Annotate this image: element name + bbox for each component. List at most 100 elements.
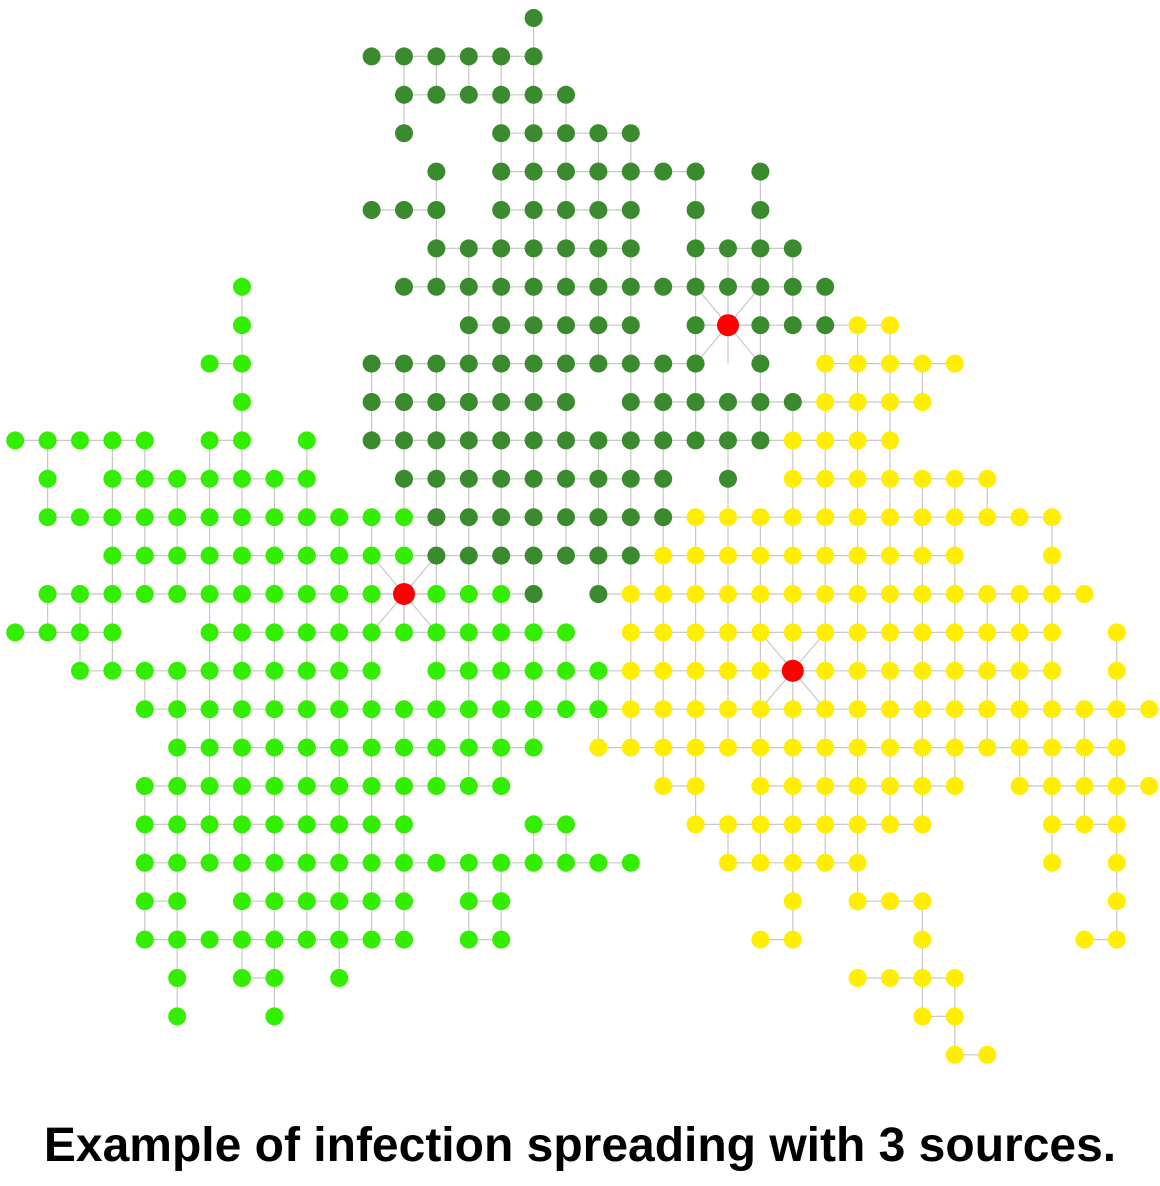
graph-node (265, 853, 284, 872)
graph-node (881, 700, 899, 719)
graph-node (459, 85, 478, 104)
graph-node (395, 892, 413, 911)
graph-node (492, 661, 511, 680)
graph-node (783, 546, 802, 565)
graph-node (492, 47, 511, 66)
graph-node (459, 239, 478, 258)
graph-node (233, 585, 251, 603)
graph-node (459, 431, 478, 450)
graph-node (719, 585, 737, 603)
graph-node (751, 546, 770, 565)
graph-node (233, 431, 251, 450)
graph-node (848, 892, 867, 911)
graph-node (913, 623, 932, 642)
graph-node (233, 277, 251, 296)
graph-node (200, 585, 219, 603)
graph-node (38, 508, 57, 527)
graph-node (621, 661, 640, 680)
graph-node (1043, 508, 1061, 527)
graph-node (719, 700, 737, 719)
graph-node (621, 277, 640, 296)
graph-node (1107, 700, 1126, 719)
graph-node (686, 393, 705, 411)
graph-node (362, 930, 381, 949)
graph-node (168, 1007, 187, 1026)
graph-node (524, 9, 543, 27)
graph-node (362, 623, 381, 642)
graph-node (524, 815, 543, 834)
graph-node (589, 431, 608, 450)
graph-node (686, 700, 705, 719)
graph-node (362, 546, 381, 565)
graph-node (783, 777, 802, 795)
graph-node (427, 700, 446, 719)
graph-node (459, 316, 478, 335)
graph-node (557, 85, 575, 104)
graph-node (881, 508, 899, 527)
graph-node (654, 585, 673, 603)
graph-node (978, 700, 997, 719)
graph-node (265, 930, 284, 949)
graph-node (881, 738, 899, 757)
graph-node (719, 623, 737, 642)
graph-node (881, 585, 899, 603)
graph-node (135, 661, 154, 680)
graph-node (848, 316, 867, 335)
graph-node (265, 661, 284, 680)
graph-node (945, 546, 964, 565)
graph-node (881, 969, 899, 987)
graph-node (913, 393, 932, 411)
graph-node (1010, 585, 1029, 603)
graph-node (233, 469, 251, 488)
graph-node (395, 47, 413, 66)
graph-node (362, 815, 381, 834)
graph-node (168, 815, 187, 834)
graph-node (848, 431, 867, 450)
graph-node (233, 354, 251, 373)
graph-node (719, 431, 737, 450)
graph-node (621, 469, 640, 488)
graph-node (589, 469, 608, 488)
graph-node (654, 661, 673, 680)
graph-node (362, 47, 381, 66)
graph-node (330, 700, 349, 719)
graph-node (913, 661, 932, 680)
graph-node (330, 661, 349, 680)
graph-node (492, 585, 511, 603)
graph-node (686, 239, 705, 258)
graph-node (654, 777, 673, 795)
graph-node (1043, 853, 1061, 872)
graph-node (168, 585, 187, 603)
graph-node (913, 969, 932, 987)
graph-node (168, 777, 187, 795)
graph-node (621, 316, 640, 335)
graph-node (135, 546, 154, 565)
graph-node (362, 700, 381, 719)
graph-node (848, 469, 867, 488)
graph-node (1107, 623, 1126, 642)
graph-node (297, 431, 316, 450)
graph-node (751, 738, 770, 757)
graph-node (330, 585, 349, 603)
graph-node (200, 469, 219, 488)
graph-node (200, 354, 219, 373)
graph-node (783, 815, 802, 834)
graph-node (686, 661, 705, 680)
graph-node (168, 508, 187, 527)
graph-node (1107, 815, 1126, 834)
graph-node (200, 930, 219, 949)
graph-node (945, 969, 964, 987)
graph-node (783, 431, 802, 450)
graph-node (1075, 700, 1094, 719)
graph-node (362, 201, 381, 219)
graph-node (395, 930, 413, 949)
graph-node (524, 546, 543, 565)
source-node (393, 583, 415, 605)
graph-node (492, 354, 511, 373)
graph-node (233, 661, 251, 680)
graph-node (427, 585, 446, 603)
graph-node (945, 700, 964, 719)
graph-node (848, 969, 867, 987)
graph-node (524, 239, 543, 258)
graph-node (589, 546, 608, 565)
